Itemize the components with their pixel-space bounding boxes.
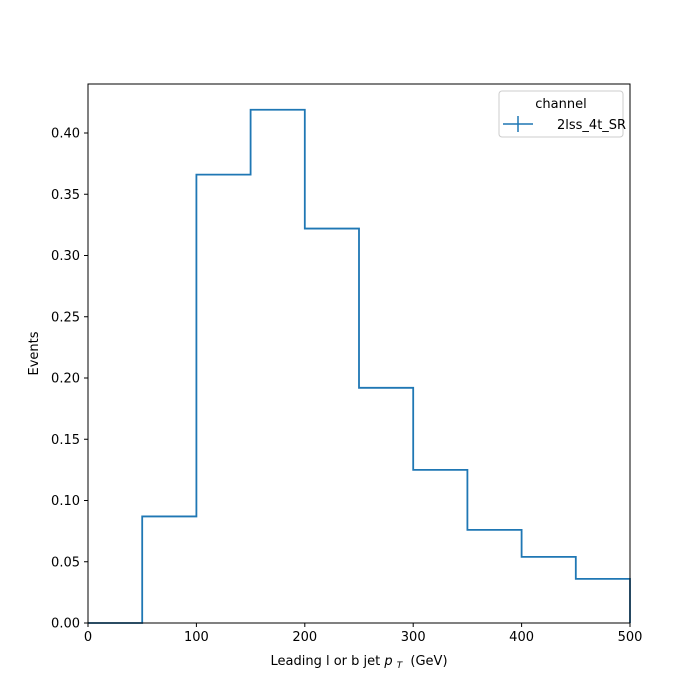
histogram-series-0 <box>88 108 631 624</box>
plot-frame <box>87 83 631 624</box>
y-tick-label: 0.05 <box>51 555 80 570</box>
x-tick-label: 400 <box>509 630 534 645</box>
y-tick-label: 0.25 <box>51 310 80 325</box>
legend-box <box>498 90 624 138</box>
x-axis-label-math-subscript: T <box>397 661 404 671</box>
y-tick-label: 0.00 <box>51 617 80 632</box>
x-tick-label: 200 <box>292 630 317 645</box>
x-tick-label: 100 <box>184 630 209 645</box>
x-axis-label-math-p: p <box>383 654 392 669</box>
y-tick-label: 0.40 <box>51 127 80 142</box>
legend-title: channel <box>535 97 586 112</box>
plot-layer <box>88 108 631 624</box>
x-axis-label: Leading l or b jet p T (GeV) <box>270 654 447 672</box>
x-tick-label: 500 <box>618 630 643 645</box>
y-axis-label: Events <box>27 331 42 375</box>
y-tick-label: 0.10 <box>51 494 80 509</box>
x-axis-ticks: 0 100 200 300 400 500 <box>84 623 643 645</box>
x-tick-label: 300 <box>401 630 426 645</box>
y-tick-label: 0.15 <box>51 433 80 448</box>
legend: channel 2lss_4t_SR <box>498 90 626 138</box>
x-tick-label: 0 <box>84 630 92 645</box>
x-axis-label-unit: (GeV) <box>410 654 447 669</box>
y-tick-label: 0.30 <box>51 249 80 264</box>
y-tick-label: 0.20 <box>51 372 80 387</box>
y-axis-ticks: 0.00 0.05 0.10 0.15 0.20 0.25 0.30 0.35 0.40 <box>51 127 88 632</box>
legend-series-label: 2lss_4t_SR <box>557 118 626 133</box>
y-tick-label: 0.35 <box>51 188 80 203</box>
x-axis-label-text: Leading l or b jet <box>270 654 380 669</box>
